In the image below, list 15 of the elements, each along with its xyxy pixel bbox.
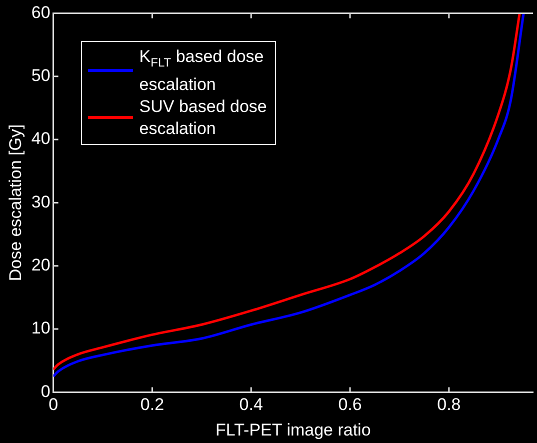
y-tick-label: 40 [31, 129, 50, 148]
y-tick-label: 0 [40, 382, 50, 401]
x-tick-label: 0.6 [338, 395, 362, 414]
x-axis-title: FLT-PET image ratio [216, 420, 371, 440]
y-tick-label: 10 [31, 318, 50, 338]
y-axis-title: Dose escalation [Gy] [6, 124, 25, 282]
legend-label: K$_{FLT}$ based dose escalation [139, 46, 265, 96]
y-tick-label: 30 [31, 192, 50, 212]
y-tick-label: 20 [31, 256, 50, 275]
y-tick-label: 50 [31, 66, 50, 86]
legend-label: SUV based dose escalation [139, 96, 268, 140]
x-tick-label: 0.8 [437, 395, 461, 414]
y-tick-label: 60 [31, 2, 50, 22]
x-tick-label: 0.4 [239, 395, 263, 414]
x-tick-label: 0.2 [140, 395, 164, 414]
